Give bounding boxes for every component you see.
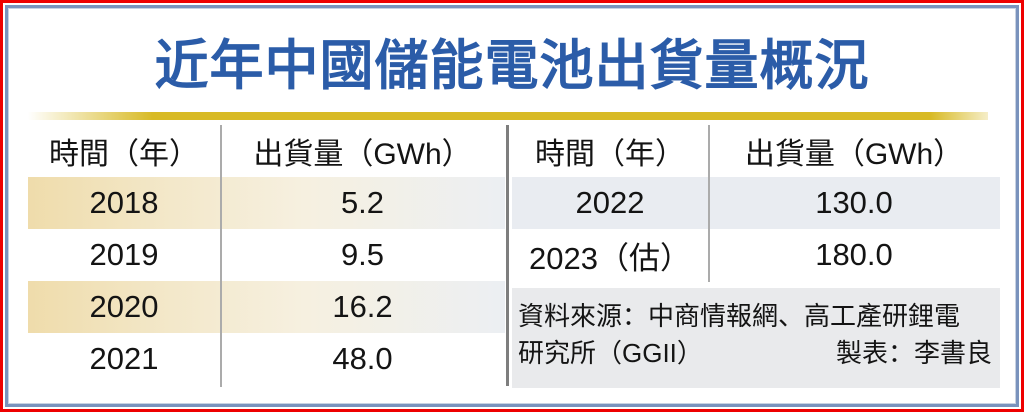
value-cell: 16.2 [332, 289, 393, 324]
right-table-header-row: 時間（年） 出貨量（GWh） [512, 125, 1000, 177]
table-row: 2020 16.2 [28, 281, 505, 333]
right-col-header-shipment: 出貨量（GWh） [744, 138, 964, 171]
source-line-2-left: 研究所（GGII） [518, 338, 703, 368]
left-table-header-row: 時間（年） 出貨量（GWh） [28, 125, 505, 177]
page-title: 近年中國儲能電池出貨量概況 [154, 36, 870, 96]
gold-divider-bar [28, 112, 988, 120]
source-line-1: 資料來源：中商情報網、高工產研鋰電 [518, 301, 961, 331]
year-cell: 2020 [89, 289, 159, 324]
left-col-header-year: 時間（年） [49, 138, 199, 171]
value-cell: 130.0 [815, 185, 893, 220]
left-col-header-shipment: 出貨量（GWh） [253, 138, 472, 171]
tables-separator-line [506, 125, 509, 386]
year-cell: 2023（估） [529, 240, 691, 276]
credit-author: 製表：李書良 [835, 338, 992, 368]
left-table: 時間（年） 出貨量（GWh） 2018 5.2 2019 9.5 2020 16… [28, 125, 505, 387]
value-cell: 9.5 [340, 237, 385, 272]
table-row: 2021 48.0 [28, 333, 505, 385]
table-row: 2022 130.0 [512, 177, 1000, 229]
value-cell: 5.2 [340, 185, 385, 220]
value-cell: 48.0 [332, 341, 393, 376]
left-table-column-divider [220, 125, 222, 387]
right-col-header-year: 時間（年） [535, 138, 685, 171]
table-row: 2018 5.2 [28, 177, 505, 229]
source-line-2: 研究所（GGII） 製表：李書良 [518, 335, 992, 372]
table-row: 2023（估） 180.0 [512, 229, 1000, 281]
year-cell: 2019 [89, 237, 159, 272]
year-cell: 2022 [575, 185, 645, 220]
source-note-block: 資料來源：中商情報網、高工產研鋰電 研究所（GGII） 製表：李書良 [512, 288, 1000, 388]
right-table-column-divider [708, 125, 710, 282]
year-cell: 2018 [89, 185, 159, 220]
right-table: 時間（年） 出貨量（GWh） 2022 130.0 2023（估） 180.0 [512, 125, 1000, 282]
table-row: 2019 9.5 [28, 229, 505, 281]
year-cell: 2021 [89, 341, 159, 376]
value-cell: 180.0 [815, 237, 893, 272]
